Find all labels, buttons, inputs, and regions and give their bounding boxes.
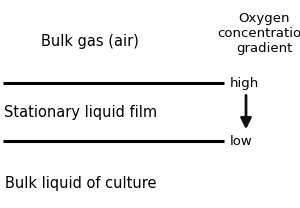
Text: Stationary liquid film: Stationary liquid film xyxy=(4,105,158,120)
Text: Bulk gas (air): Bulk gas (air) xyxy=(41,34,139,49)
Text: high: high xyxy=(230,77,259,90)
Text: Bulk liquid of culture: Bulk liquid of culture xyxy=(5,176,157,191)
Text: low: low xyxy=(230,135,252,148)
Text: Oxygen
concentration
gradient: Oxygen concentration gradient xyxy=(218,12,300,55)
